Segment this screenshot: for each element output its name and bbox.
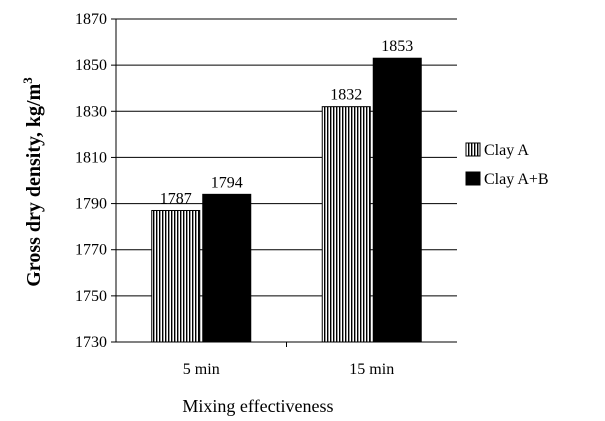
y-tick-label: 1790 [75,196,107,213]
bar [202,193,252,343]
x-axis-title: Mixing effectiveness [182,396,333,416]
bar [372,57,422,343]
y-axis-title-superscript: 3 [20,77,35,84]
legend-label: Clay A [484,142,529,159]
y-axis-title: Gross dry density, kg/m3 [20,77,45,287]
bar [321,106,371,343]
y-tick-label: 1870 [75,11,107,28]
y-tick-label: 1850 [75,57,107,74]
y-tick-label: 1770 [75,242,107,259]
bars [151,57,422,343]
labels: 1730 1750 1770 1790 1810 1830 1850 1870 1787 1794… [75,11,413,378]
legend-label: Clay A+B [484,171,549,188]
data-label: 1787 [160,190,192,207]
y-tick-label: 1810 [75,149,107,166]
data-label: 1794 [211,174,243,191]
axes [111,18,457,347]
data-label: 1853 [381,38,413,55]
y-tick-label: 1750 [75,288,107,305]
x-tick-label: 15 min [349,361,394,378]
legend-swatch [465,142,481,157]
y-tick-label: 1830 [75,103,107,120]
legend-swatch [465,171,481,186]
y-axis-title-text: Gross dry density, kg/m [23,83,45,286]
legend: Clay A Clay A+B [465,142,549,188]
y-tick-label: 1730 [75,334,107,351]
data-label: 1832 [330,87,362,104]
bar [151,209,201,343]
x-tick-label: 5 min [183,361,220,378]
